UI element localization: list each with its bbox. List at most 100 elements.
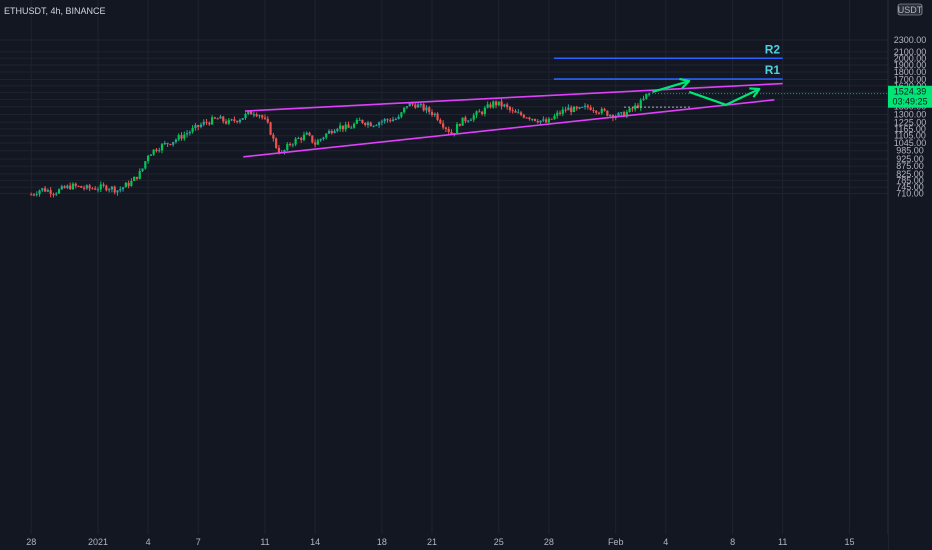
candle-body <box>49 190 52 195</box>
price-tick-label: 1165.00 <box>894 124 926 134</box>
candle-body <box>542 119 545 121</box>
candle-body <box>545 119 548 123</box>
candle-body <box>216 118 219 120</box>
candle-body <box>408 103 411 107</box>
candle-body <box>333 130 336 134</box>
price-tick-label: 1105.00 <box>894 131 926 141</box>
candle-body <box>344 124 347 130</box>
time-axis-panel[interactable] <box>0 534 888 550</box>
candle-body <box>341 125 345 130</box>
candle-body <box>236 120 239 123</box>
candle-body <box>266 118 269 123</box>
candle-body <box>80 186 83 188</box>
candle-body <box>442 123 445 128</box>
candle-body <box>135 176 139 179</box>
candle-body <box>69 185 72 190</box>
candle-body <box>550 118 553 120</box>
candle-body <box>82 187 86 189</box>
candle-body <box>308 132 311 136</box>
candle-body <box>314 142 317 145</box>
candle-body <box>233 119 236 121</box>
candle-body <box>297 137 300 139</box>
candle-body <box>336 128 339 131</box>
wedge-lower-trendline[interactable] <box>243 98 775 158</box>
candle-body <box>88 185 91 189</box>
candle-body <box>339 125 342 129</box>
candle-body <box>564 109 567 111</box>
candle-body <box>416 104 420 108</box>
candle-body <box>631 108 634 110</box>
candle-body <box>219 116 222 119</box>
candle-body <box>575 106 578 109</box>
candle-body <box>478 111 481 113</box>
candle-body <box>283 149 286 153</box>
candle-body <box>57 189 61 194</box>
candle-body <box>639 100 642 108</box>
price-tick-label: 710.00 <box>896 188 924 198</box>
candle-body <box>249 111 253 115</box>
candle-body <box>244 113 247 119</box>
candle-body <box>358 119 361 121</box>
candle-body <box>397 116 400 119</box>
candle-body <box>547 118 550 123</box>
candle-body <box>539 120 542 123</box>
price-tick-label: 745.00 <box>896 182 924 192</box>
time-tick-label: 14 <box>310 537 320 547</box>
candle-body <box>77 185 80 187</box>
candle-body <box>386 119 389 121</box>
candle-body <box>300 137 303 140</box>
candle-body <box>380 121 383 123</box>
candle-body <box>586 105 589 108</box>
candle-body <box>294 138 297 145</box>
candle-body <box>492 101 495 108</box>
time-axis[interactable]: 28 2021 4 7 11 14 18 21 25 28 Feb 4 8 11 15 <box>26 537 854 547</box>
candle-body <box>211 117 214 125</box>
candle-body <box>130 181 133 186</box>
candle-body <box>261 115 264 118</box>
candle-body <box>177 135 180 140</box>
candle-body <box>149 154 152 156</box>
candle-body <box>121 187 125 190</box>
candle-body <box>302 134 306 140</box>
candle-body <box>361 119 364 123</box>
candle-body <box>447 128 450 132</box>
candle-body <box>556 112 559 116</box>
price-tick-label: 1045.00 <box>894 138 927 148</box>
candle-body <box>55 193 58 195</box>
wedge-upper-trendline[interactable] <box>244 82 783 112</box>
candle-body <box>528 117 531 120</box>
candle-body <box>503 104 506 107</box>
candle-body <box>455 124 459 133</box>
candle-body <box>191 127 194 132</box>
drawing-layer[interactable]: R2 R1 <box>243 42 783 158</box>
candle-body <box>517 112 520 114</box>
candle-body <box>160 144 164 151</box>
candle-body <box>241 118 244 120</box>
candle-body <box>166 142 169 145</box>
candle-body <box>581 106 584 108</box>
time-tick-label: 21 <box>427 537 437 547</box>
price-badge-box <box>888 85 932 108</box>
candle-body <box>230 119 233 121</box>
candle-body <box>414 104 417 108</box>
projection-arrow-1[interactable] <box>652 79 690 94</box>
candle-body <box>525 117 528 119</box>
price-axis[interactable]: 2300.00 2100.002000.001900.001800.001700.… <box>894 35 927 198</box>
candle-body <box>330 130 333 134</box>
candle-body <box>205 121 208 123</box>
candle-body <box>620 112 623 114</box>
candle-body <box>422 104 425 111</box>
candle-body <box>66 185 69 189</box>
candle-body <box>155 149 158 152</box>
candle-body <box>108 189 111 191</box>
candle-body <box>497 101 500 106</box>
projection-arrow-2[interactable] <box>688 88 760 106</box>
candle-body <box>113 186 116 193</box>
candle-body <box>645 93 648 99</box>
candle-body <box>553 115 556 120</box>
price-tick-label: 2300.00 <box>894 35 927 45</box>
candle-body <box>403 107 406 113</box>
candle-body <box>258 115 261 117</box>
